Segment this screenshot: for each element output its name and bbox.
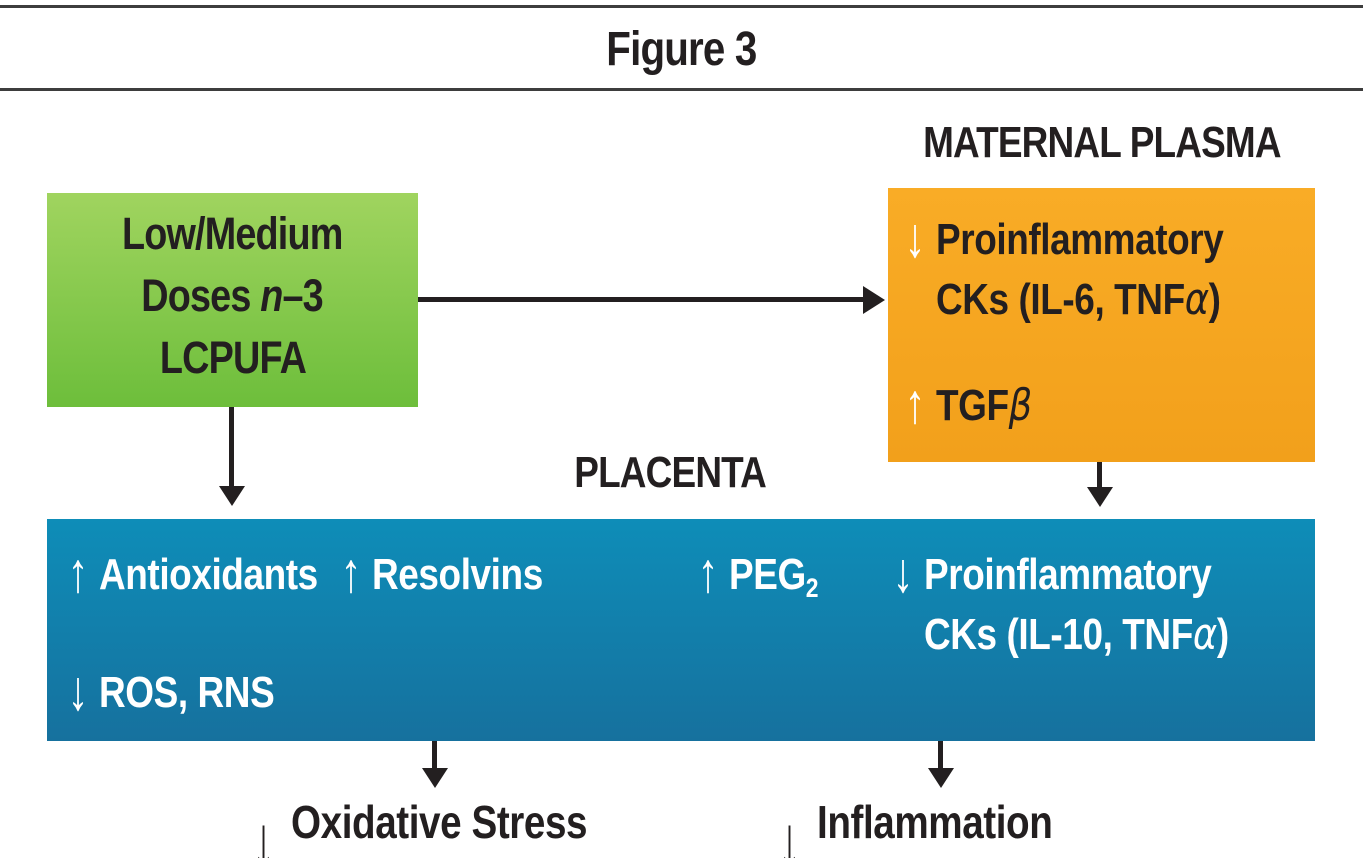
subscript-2: 2 (805, 572, 818, 604)
maternal-proinflammatory-item: ↓ Proinflammatory CKs (IL-6, TNFα) (904, 207, 1278, 330)
maternal-tgf-item: ↑ TGFβ (904, 373, 1050, 436)
placenta-proinflammatory-item: ↓ Proinflammatory CKs (IL-10, TNFα) (892, 542, 1286, 665)
arrow-down-orange-to-placenta-icon (1086, 462, 1113, 507)
top-rule (0, 5, 1363, 8)
peg2-item: ↑ PEG2 (697, 542, 835, 605)
lcpufa-line3: LCPUFA (159, 332, 306, 383)
down-arrow-icon: ↓ (904, 206, 926, 270)
arrow-down-to-inflammation-icon (927, 741, 954, 788)
greek-alpha: α (1184, 274, 1209, 325)
up-arrow-icon: ↑ (340, 541, 362, 605)
up-arrow-icon: ↑ (67, 541, 89, 605)
placenta-box: ↑ Antioxidants ↑ Resolvins ↑ PEG2 ↓ Proi… (47, 519, 1315, 741)
maternal-plasma-label: MATERNAL PLASMA (922, 118, 1282, 167)
title-divider-rule (0, 88, 1363, 91)
oxidative-stress-outcome: ↓ Oxidative Stress (252, 795, 643, 858)
antioxidants-item: ↑ Antioxidants (67, 542, 359, 605)
maternal-proinflammatory-line1: Proinflammatory (935, 215, 1224, 264)
figure-title-text: Figure 3 (606, 23, 757, 76)
lcpufa-source-box: Low/Medium Doses n–3 LCPUFA (47, 193, 418, 407)
greek-beta: β (1008, 380, 1032, 431)
down-arrow-icon: ↓ (252, 799, 275, 858)
arrow-down-to-oxidative-stress-icon (421, 741, 448, 788)
down-arrow-icon: ↓ (67, 659, 89, 723)
lcpufa-line2: Doses n–3 (141, 270, 324, 321)
placenta-proinflammatory-line2: CKs (IL-10, TNFα) (923, 609, 1229, 660)
placenta-proinflammatory-line1: Proinflammatory (923, 550, 1212, 599)
down-arrow-icon: ↓ (892, 541, 914, 605)
up-arrow-icon: ↑ (697, 541, 719, 605)
inflammation-outcome: ↓ Inflammation (778, 795, 1097, 858)
italic-n: n (260, 270, 284, 321)
maternal-plasma-box: ↓ Proinflammatory CKs (IL-6, TNFα) ↑ TGF… (888, 188, 1315, 462)
arrow-right-green-to-orange-icon (418, 285, 885, 314)
maternal-proinflammatory-line2: CKs (IL-6, TNFα) (935, 274, 1221, 325)
down-arrow-icon: ↓ (778, 799, 801, 858)
greek-alpha: α (1192, 609, 1217, 660)
figure-title: Figure 3 (0, 22, 1363, 77)
placenta-label: PLACENTA (574, 448, 767, 497)
lcpufa-line1: Low/Medium (122, 208, 343, 259)
ros-rns-item: ↓ ROS, RNS (67, 660, 307, 723)
resolvins-item: ↑ Resolvins (340, 542, 575, 605)
arrow-down-green-to-placenta-icon (218, 407, 245, 506)
up-arrow-icon: ↑ (904, 372, 926, 436)
